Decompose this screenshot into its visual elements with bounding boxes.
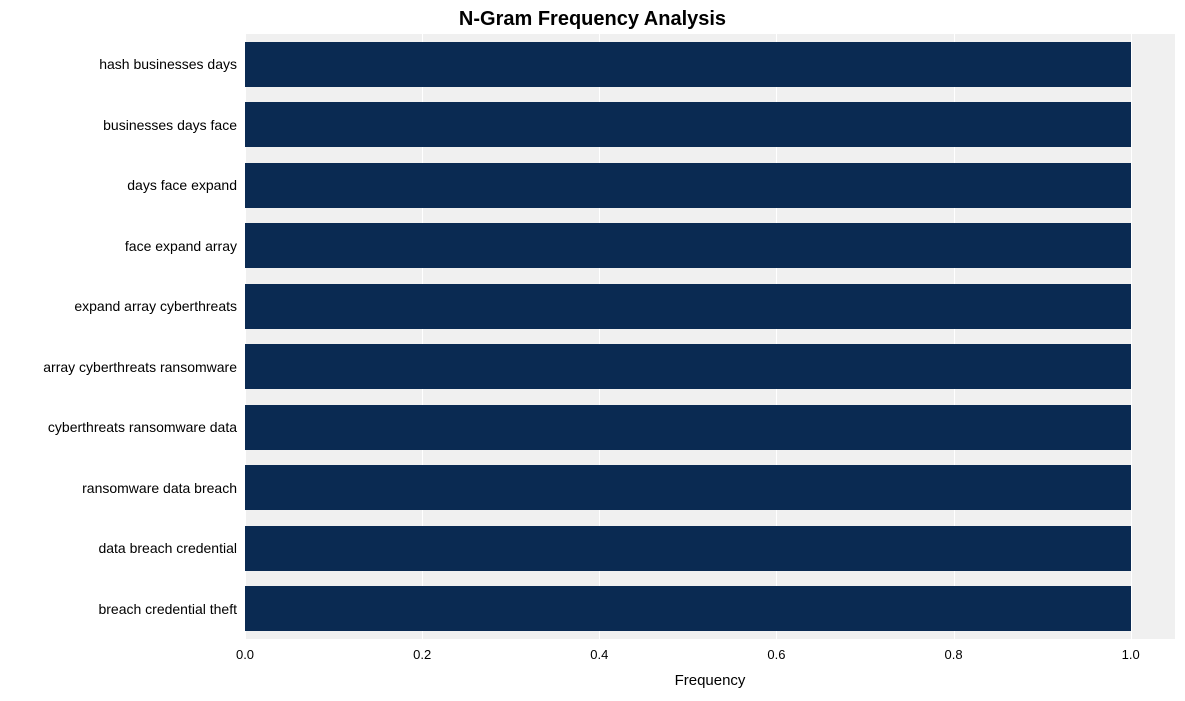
bar [245, 526, 1131, 571]
x-tick-label: 0.2 [413, 647, 431, 662]
y-tick-label: face expand array [125, 238, 237, 254]
x-tick-label: 1.0 [1122, 647, 1140, 662]
y-tick-label: ransomware data breach [82, 480, 237, 496]
bar [245, 465, 1131, 510]
x-tick-label: 0.6 [767, 647, 785, 662]
x-tick-label: 0.8 [945, 647, 963, 662]
grid-line [1131, 34, 1132, 639]
y-tick-label: expand array cyberthreats [74, 298, 237, 314]
x-axis-label: Frequency [245, 672, 1175, 689]
chart-title: N-Gram Frequency Analysis [0, 8, 1185, 31]
bar [245, 42, 1131, 87]
bar [245, 586, 1131, 631]
bar [245, 223, 1131, 268]
x-tick-label: 0.4 [590, 647, 608, 662]
bar [245, 344, 1131, 389]
y-tick-label: cyberthreats ransomware data [48, 419, 237, 435]
y-tick-label: array cyberthreats ransomware [43, 359, 237, 375]
ngram-chart: N-Gram Frequency Analysis Frequency hash… [0, 0, 1185, 701]
y-tick-label: businesses days face [103, 117, 237, 133]
bar [245, 405, 1131, 450]
bar [245, 102, 1131, 147]
x-tick-label: 0.0 [236, 647, 254, 662]
bar [245, 284, 1131, 329]
y-tick-label: breach credential theft [98, 601, 237, 617]
y-tick-label: data breach credential [98, 540, 237, 556]
bar [245, 163, 1131, 208]
plot-area [245, 34, 1175, 639]
y-tick-label: days face expand [127, 177, 237, 193]
y-tick-label: hash businesses days [99, 56, 237, 72]
